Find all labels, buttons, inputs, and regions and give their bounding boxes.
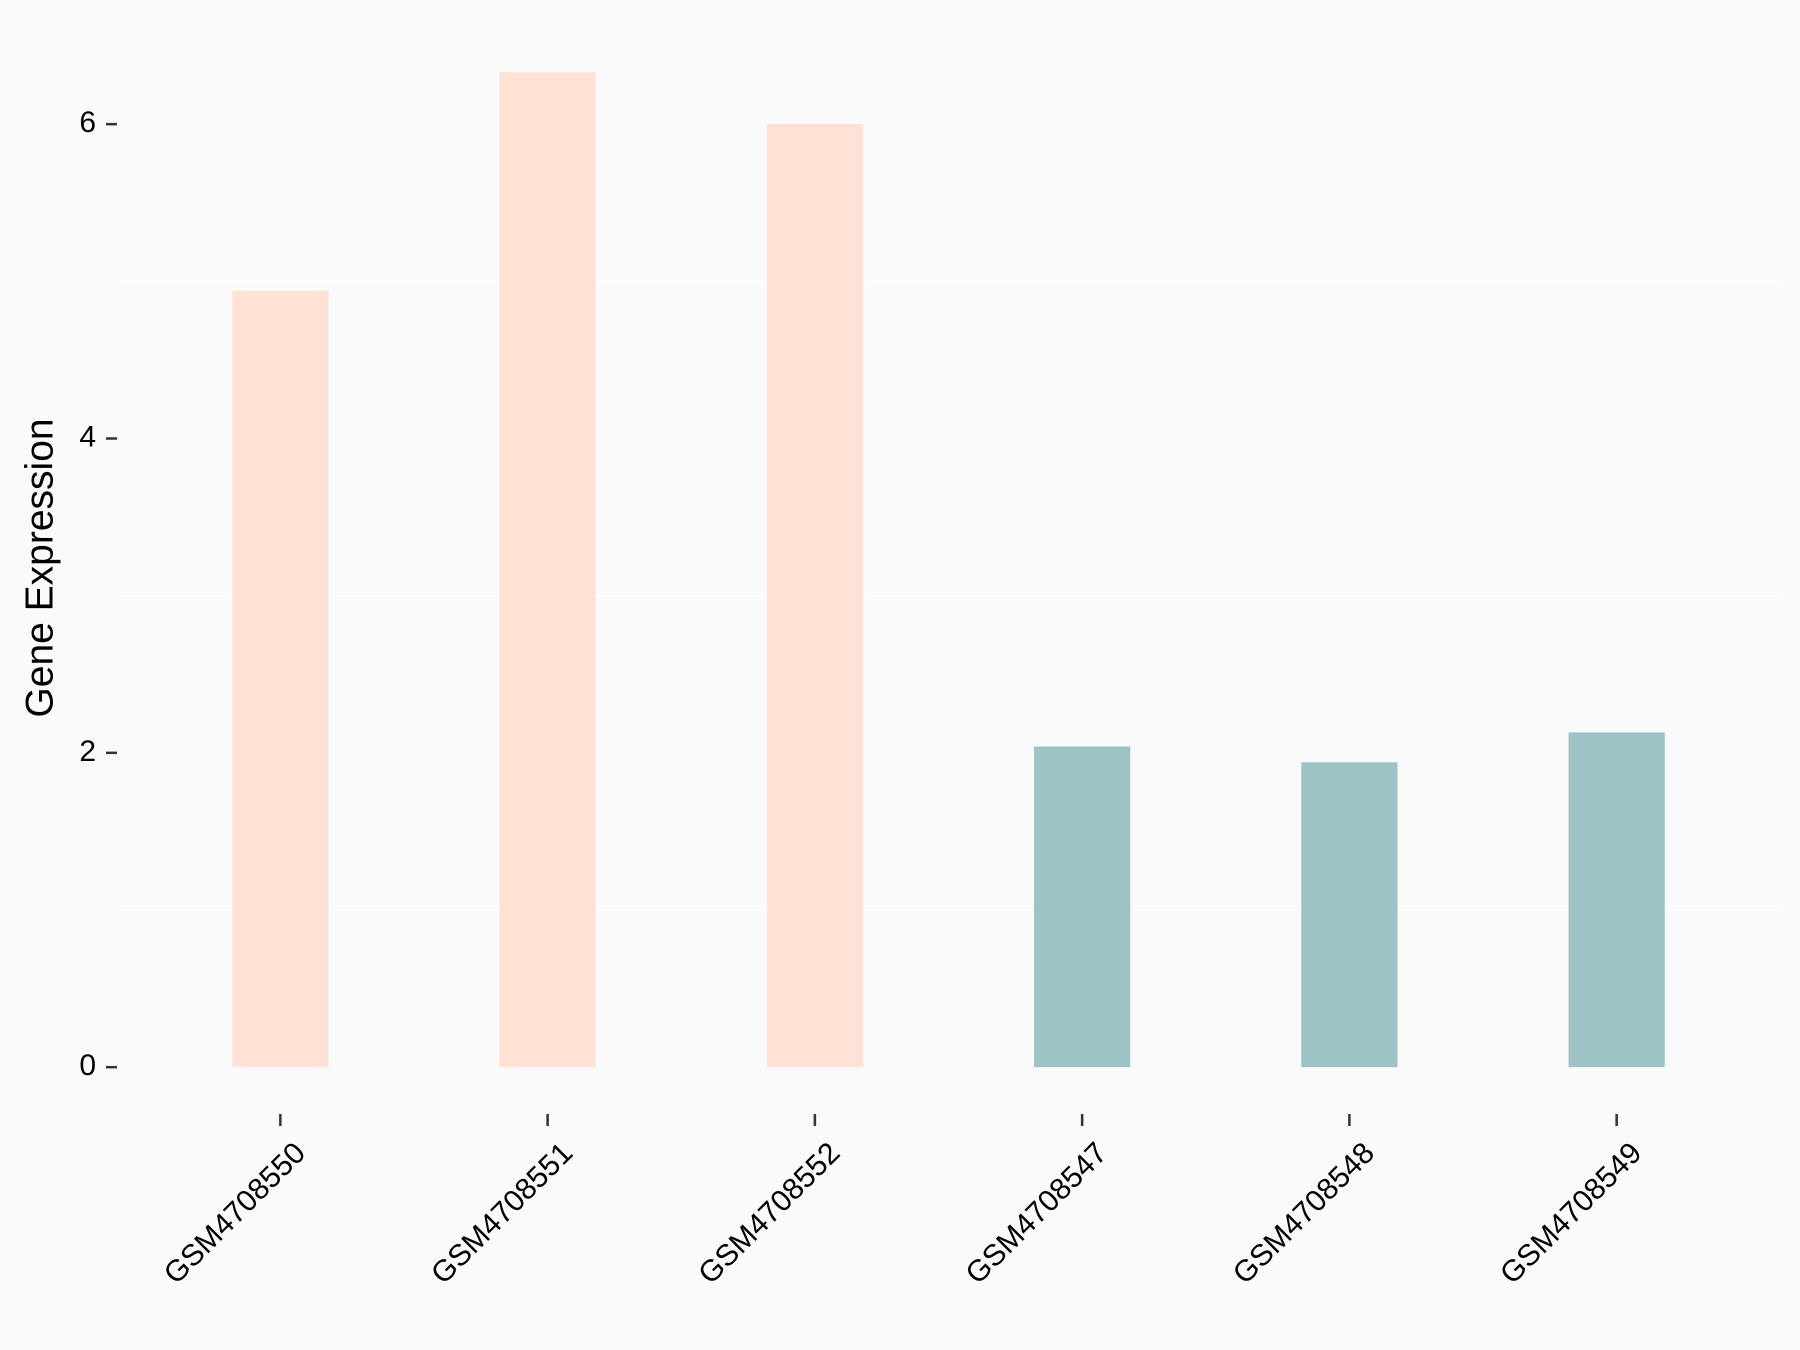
y-tick-label: 0 [79, 1049, 96, 1082]
bar [766, 124, 863, 1068]
y-tick-label: 6 [79, 106, 96, 139]
bar [1568, 732, 1665, 1068]
bar [1034, 746, 1131, 1068]
y-tick-label: 4 [79, 420, 96, 453]
y-tick-label: 2 [79, 735, 96, 768]
y-axis-label: Gene Expression [18, 418, 61, 717]
bar [499, 72, 596, 1068]
bar [232, 290, 329, 1068]
bar [1301, 762, 1398, 1068]
